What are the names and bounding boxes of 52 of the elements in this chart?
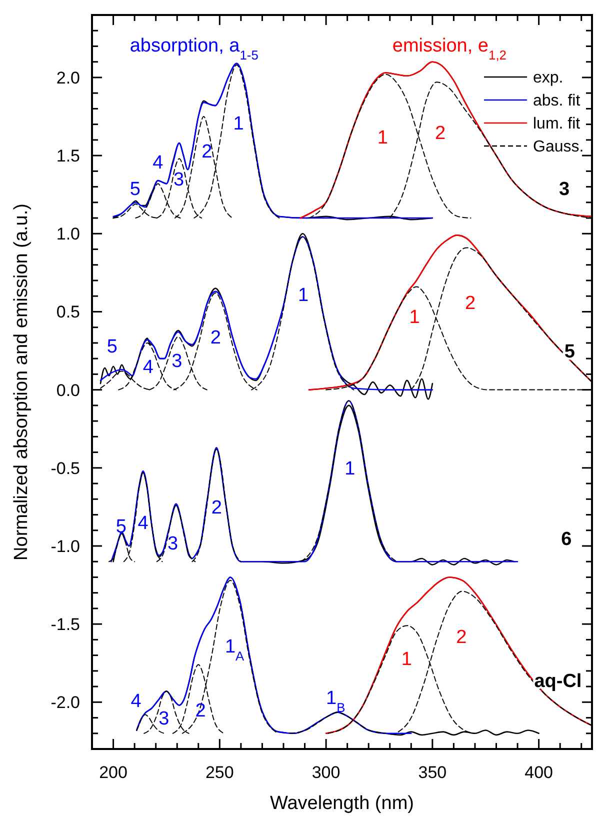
annotation: 4 [142,357,154,378]
y-axis-title: Normalized absorption and emission (a.u.) [11,204,32,560]
annotation: 1$_{A}$ [224,636,245,664]
annotation: 2 [195,700,206,722]
annotation: aq-Cl [534,670,582,692]
annotation: 1$_{B}$ [326,688,346,715]
annotation: absorption, a$_{1-5}$ [130,35,258,62]
annotation: 5 [116,516,126,538]
annotation: 5 [564,341,576,362]
y-tick-label: 0.5 [56,302,80,322]
legend-label: exp. [533,70,564,87]
annotation: 1 [344,458,356,480]
annotation: 3 [158,708,170,730]
annotation: 2 [435,122,446,144]
y-tick-label: -2.0 [50,693,80,712]
annotation: 1 [233,113,244,134]
x-tick-label: 350 [418,763,447,782]
legend-label: abs. fit [533,92,581,110]
legend-label: lum. fit [533,116,581,133]
annotation: 2 [456,627,467,648]
annotation: 6 [561,528,572,550]
annotation: emission, e$_{1,2}$ [392,35,506,62]
annotation: 1 [377,127,388,148]
annotation: 3 [559,179,570,200]
y-tick-label: -1.5 [50,615,80,634]
y-tick-label: 0.0 [56,380,80,400]
annotation: 2 [202,142,212,163]
y-tick-label: -0.5 [50,458,80,478]
annotation: 4 [138,513,149,534]
x-tick-label: 300 [312,763,340,782]
annotation: 1 [298,285,309,306]
x-axis-title: Wavelength (nm) [270,793,414,814]
x-tick-label: 200 [99,763,128,782]
x-tick-label: 400 [524,763,553,782]
y-tick-label: -1.0 [50,536,80,556]
annotation: 3 [172,350,182,372]
annotation: 2 [210,327,221,348]
y-tick-label: 2.0 [56,68,80,88]
annotation: 5 [106,336,118,358]
annotation: 3 [174,170,184,191]
legend-label: Gauss. [533,138,584,156]
annotation: 5 [130,179,140,200]
annotation: 4 [152,152,164,174]
annotation: 2 [465,293,476,314]
x-tick-label: 250 [205,763,234,782]
annotation: 3 [168,534,178,555]
y-tick-label: 1.5 [56,146,80,166]
annotation: 4 [130,691,142,712]
annotation: 2 [211,498,222,519]
annotation: 1 [401,649,412,670]
y-tick-label: 1.0 [56,224,80,244]
annotation: 1 [409,307,420,328]
